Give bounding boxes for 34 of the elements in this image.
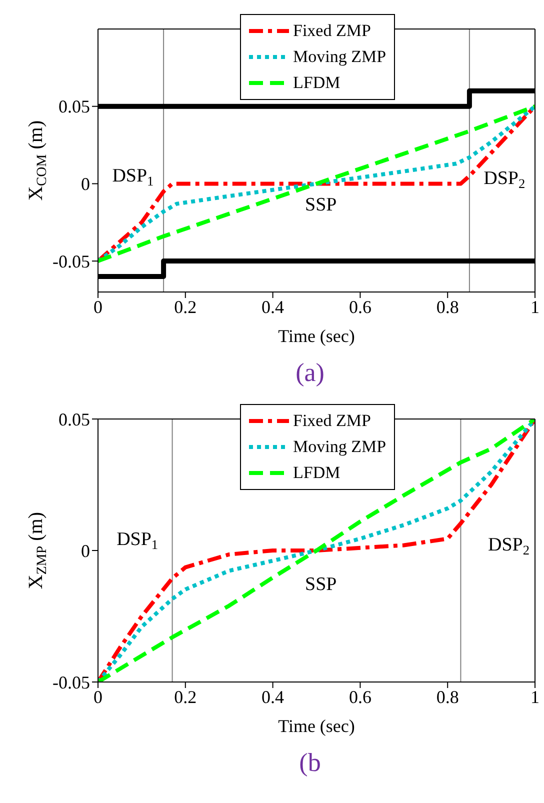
x-axis-title: Time (sec)	[278, 326, 355, 346]
legend-label: Moving ZMP	[293, 47, 386, 67]
x-tick-label: 0.8	[436, 296, 459, 317]
x-tick-label: 1	[530, 686, 540, 707]
legend-label: Fixed ZMP	[293, 411, 371, 431]
x-axis-title: Time (sec)	[278, 716, 355, 736]
y-tick-label: -0.05	[52, 251, 90, 272]
y-tick-label: 0	[81, 174, 90, 194]
x-tick-label: 0.8	[436, 686, 459, 707]
annotation: DSP$_{1}$	[116, 529, 158, 552]
y-tick-label: -0.05	[52, 672, 90, 692]
y-tick-label: 0.05	[58, 409, 90, 430]
x-tick-label: 0.2	[174, 296, 197, 317]
legend-label: Fixed ZMP	[293, 21, 371, 41]
annotation: SSP	[305, 574, 337, 595]
x-tick-label: 0	[94, 296, 102, 317]
annotation: SSP	[305, 194, 337, 216]
x-tick-label: 0.4	[262, 296, 284, 317]
text: (a)	[294, 358, 326, 389]
text: (b	[298, 748, 322, 779]
annotation: DSP$_{1}$	[112, 166, 154, 188]
x-tick-label: 0	[94, 686, 102, 707]
x-tick-label: 0.2	[174, 686, 197, 707]
y-tick-label: 0.05	[58, 96, 90, 117]
x-tick-label: 0.6	[348, 296, 372, 317]
x-tick-label: 0.6	[348, 686, 372, 707]
y-tick-label: 0	[81, 540, 90, 561]
legend-label: LFDM	[293, 73, 340, 93]
legend-label: Moving ZMP	[293, 437, 386, 457]
legend-label: LFDM	[293, 463, 340, 483]
annotation: DSP$_{2}$	[484, 168, 526, 192]
annotation: DSP$_{2}$	[488, 534, 530, 558]
x-tick-label: 0.4	[262, 686, 284, 707]
x-tick-label: 1	[530, 296, 540, 317]
